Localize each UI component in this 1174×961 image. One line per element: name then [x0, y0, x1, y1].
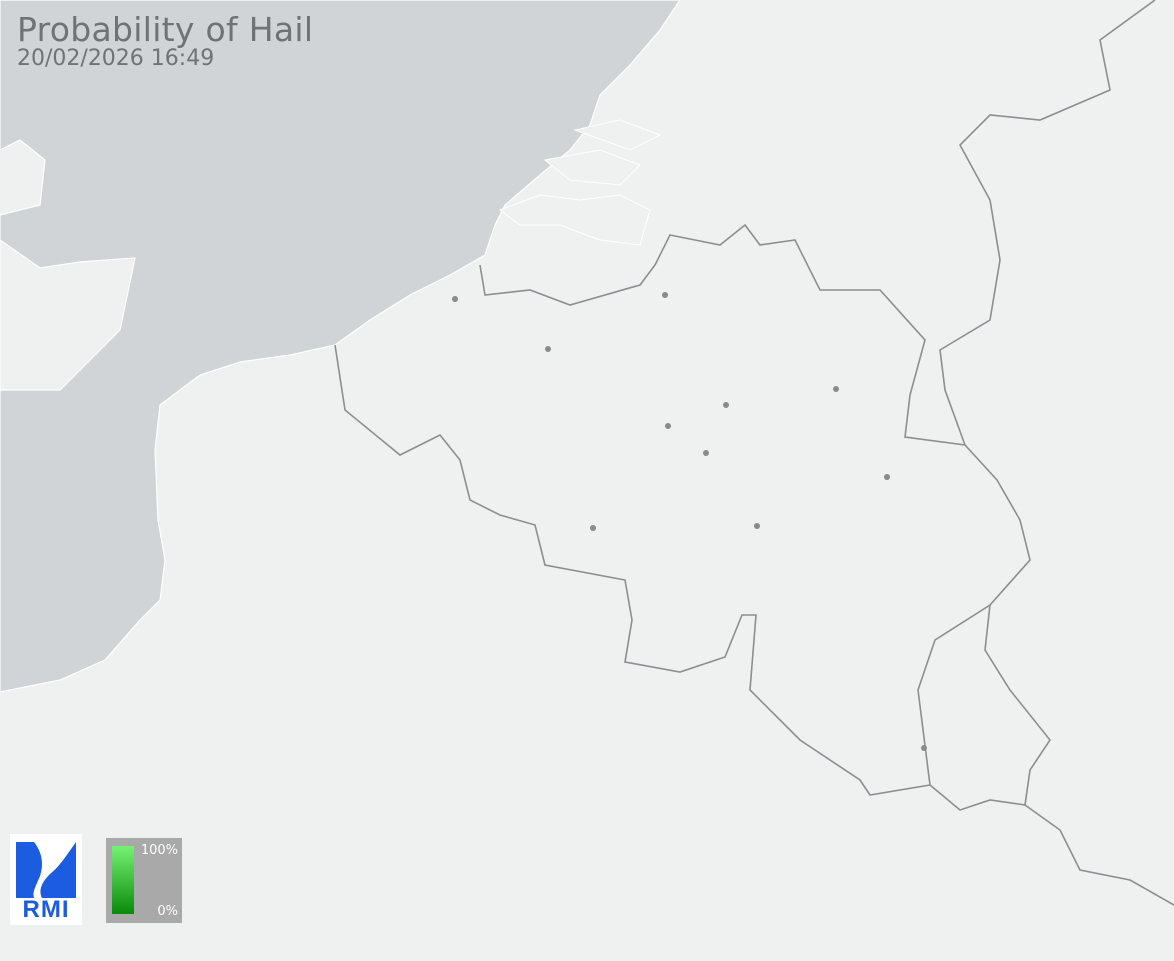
estuary-islands	[498, 119, 662, 246]
rmi-logo: RMI	[10, 834, 82, 925]
map-timestamp: 20/02/2026 16:49	[17, 46, 215, 71]
rmi-logo-mark-icon	[16, 842, 76, 898]
city-marker	[590, 525, 596, 531]
city-marker	[545, 346, 551, 352]
england-land	[0, 239, 136, 391]
city-marker	[723, 402, 729, 408]
probability-legend: 100% 0%	[106, 838, 182, 923]
city-marker	[703, 450, 709, 456]
legend-gradient-bar	[112, 846, 134, 914]
belgium-border	[334, 223, 1031, 796]
city-marker	[921, 745, 927, 751]
germany-border	[939, 0, 1156, 446]
legend-min-label: 0%	[157, 904, 178, 919]
france-germany-border	[1024, 804, 1174, 906]
logo-text: RMI	[22, 896, 70, 923]
city-marker	[662, 292, 668, 298]
map-title: Probability of Hail	[17, 10, 314, 49]
city-marker	[754, 523, 760, 529]
legend-max-label: 100%	[140, 843, 178, 858]
luxembourg-border	[929, 604, 1051, 811]
city-markers	[452, 292, 927, 751]
city-marker	[884, 474, 890, 480]
city-marker	[452, 296, 458, 302]
city-marker	[833, 386, 839, 392]
city-marker	[665, 423, 671, 429]
